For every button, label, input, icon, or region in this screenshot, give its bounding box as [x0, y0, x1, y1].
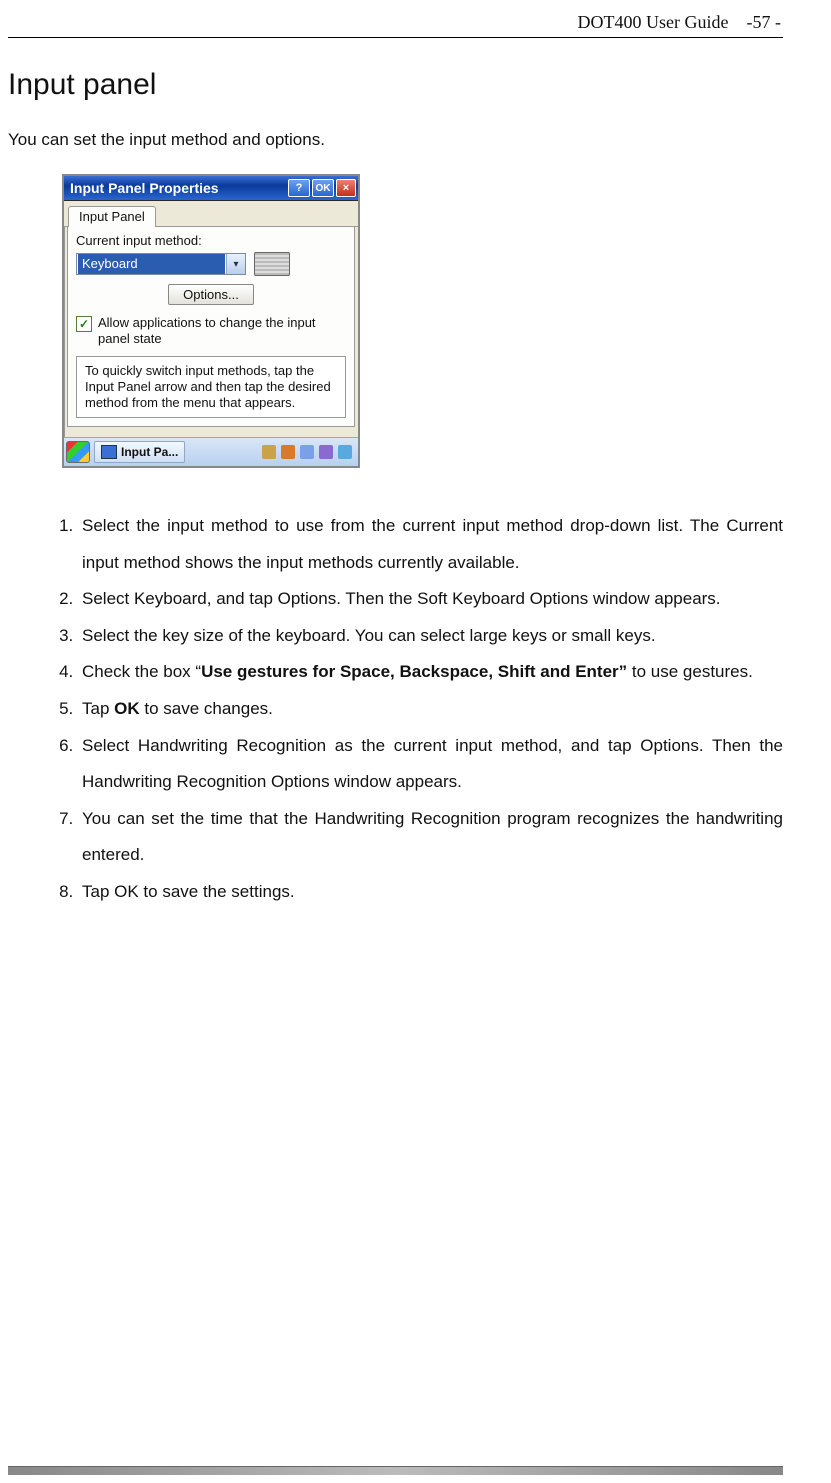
- section-title: Input panel: [8, 68, 783, 102]
- start-button[interactable]: [66, 441, 90, 463]
- step-item: Select the key size of the keyboard. You…: [78, 618, 783, 655]
- chevron-down-icon: ▾: [226, 254, 245, 274]
- step-item: You can set the time that the Handwritin…: [78, 801, 783, 874]
- allow-change-checkbox[interactable]: ✓: [76, 316, 92, 332]
- tray-icon[interactable]: [300, 445, 314, 459]
- help-button[interactable]: ?: [288, 179, 310, 197]
- steps-list: Select the input method to use from the …: [38, 508, 783, 910]
- step-item: Select Keyboard, and tap Options. Then t…: [78, 581, 783, 618]
- tab-panel: Current input method: Keyboard ▾ Options…: [67, 227, 355, 427]
- screenshot: Input Panel Properties ? OK × Input Pane…: [62, 174, 783, 468]
- tray-icon[interactable]: [319, 445, 333, 459]
- info-box: To quickly switch input methods, tap the…: [76, 356, 346, 419]
- header-rule: [8, 37, 783, 38]
- step-item: Select Handwriting Recognition as the cu…: [78, 728, 783, 801]
- keyboard-icon[interactable]: [254, 252, 290, 276]
- combo-selected: Keyboard: [78, 254, 225, 274]
- tray-icon[interactable]: [281, 445, 295, 459]
- step-item: Check the box “Use gestures for Space, B…: [78, 654, 783, 691]
- system-tray: [262, 445, 356, 459]
- window-title: Input Panel Properties: [70, 180, 286, 196]
- current-method-label: Current input method:: [76, 233, 346, 248]
- page-header: DOT400 User Guide -57 -: [8, 12, 783, 33]
- page-number: -57 -: [747, 12, 782, 32]
- dialog-window: Input Panel Properties ? OK × Input Pane…: [62, 174, 360, 468]
- input-method-combo[interactable]: Keyboard ▾: [76, 253, 246, 275]
- step-item: Tap OK to save the settings.: [78, 874, 783, 911]
- allow-change-label: Allow applications to change the input p…: [98, 315, 346, 348]
- app-icon: [101, 445, 117, 459]
- doc-title: DOT400 User Guide: [578, 12, 729, 32]
- step-item: Select the input method to use from the …: [78, 508, 783, 581]
- title-bar: Input Panel Properties ? OK ×: [64, 176, 358, 201]
- options-button[interactable]: Options...: [168, 284, 254, 305]
- tab-strip: Input Panel: [64, 201, 358, 227]
- taskbar-button-label: Input Pa...: [121, 445, 178, 459]
- allow-change-row: ✓ Allow applications to change the input…: [76, 315, 346, 348]
- taskbar: Input Pa...: [64, 437, 358, 466]
- step-item: Tap OK to save changes.: [78, 691, 783, 728]
- tab-input-panel[interactable]: Input Panel: [68, 206, 156, 227]
- taskbar-button[interactable]: Input Pa...: [94, 441, 185, 463]
- section-intro: You can set the input method and options…: [8, 130, 783, 150]
- footer-bar: [8, 1466, 783, 1475]
- close-button[interactable]: ×: [336, 179, 356, 197]
- ok-button[interactable]: OK: [312, 179, 334, 197]
- combo-row: Keyboard ▾: [76, 252, 346, 276]
- tray-icon[interactable]: [338, 445, 352, 459]
- tray-icon[interactable]: [262, 445, 276, 459]
